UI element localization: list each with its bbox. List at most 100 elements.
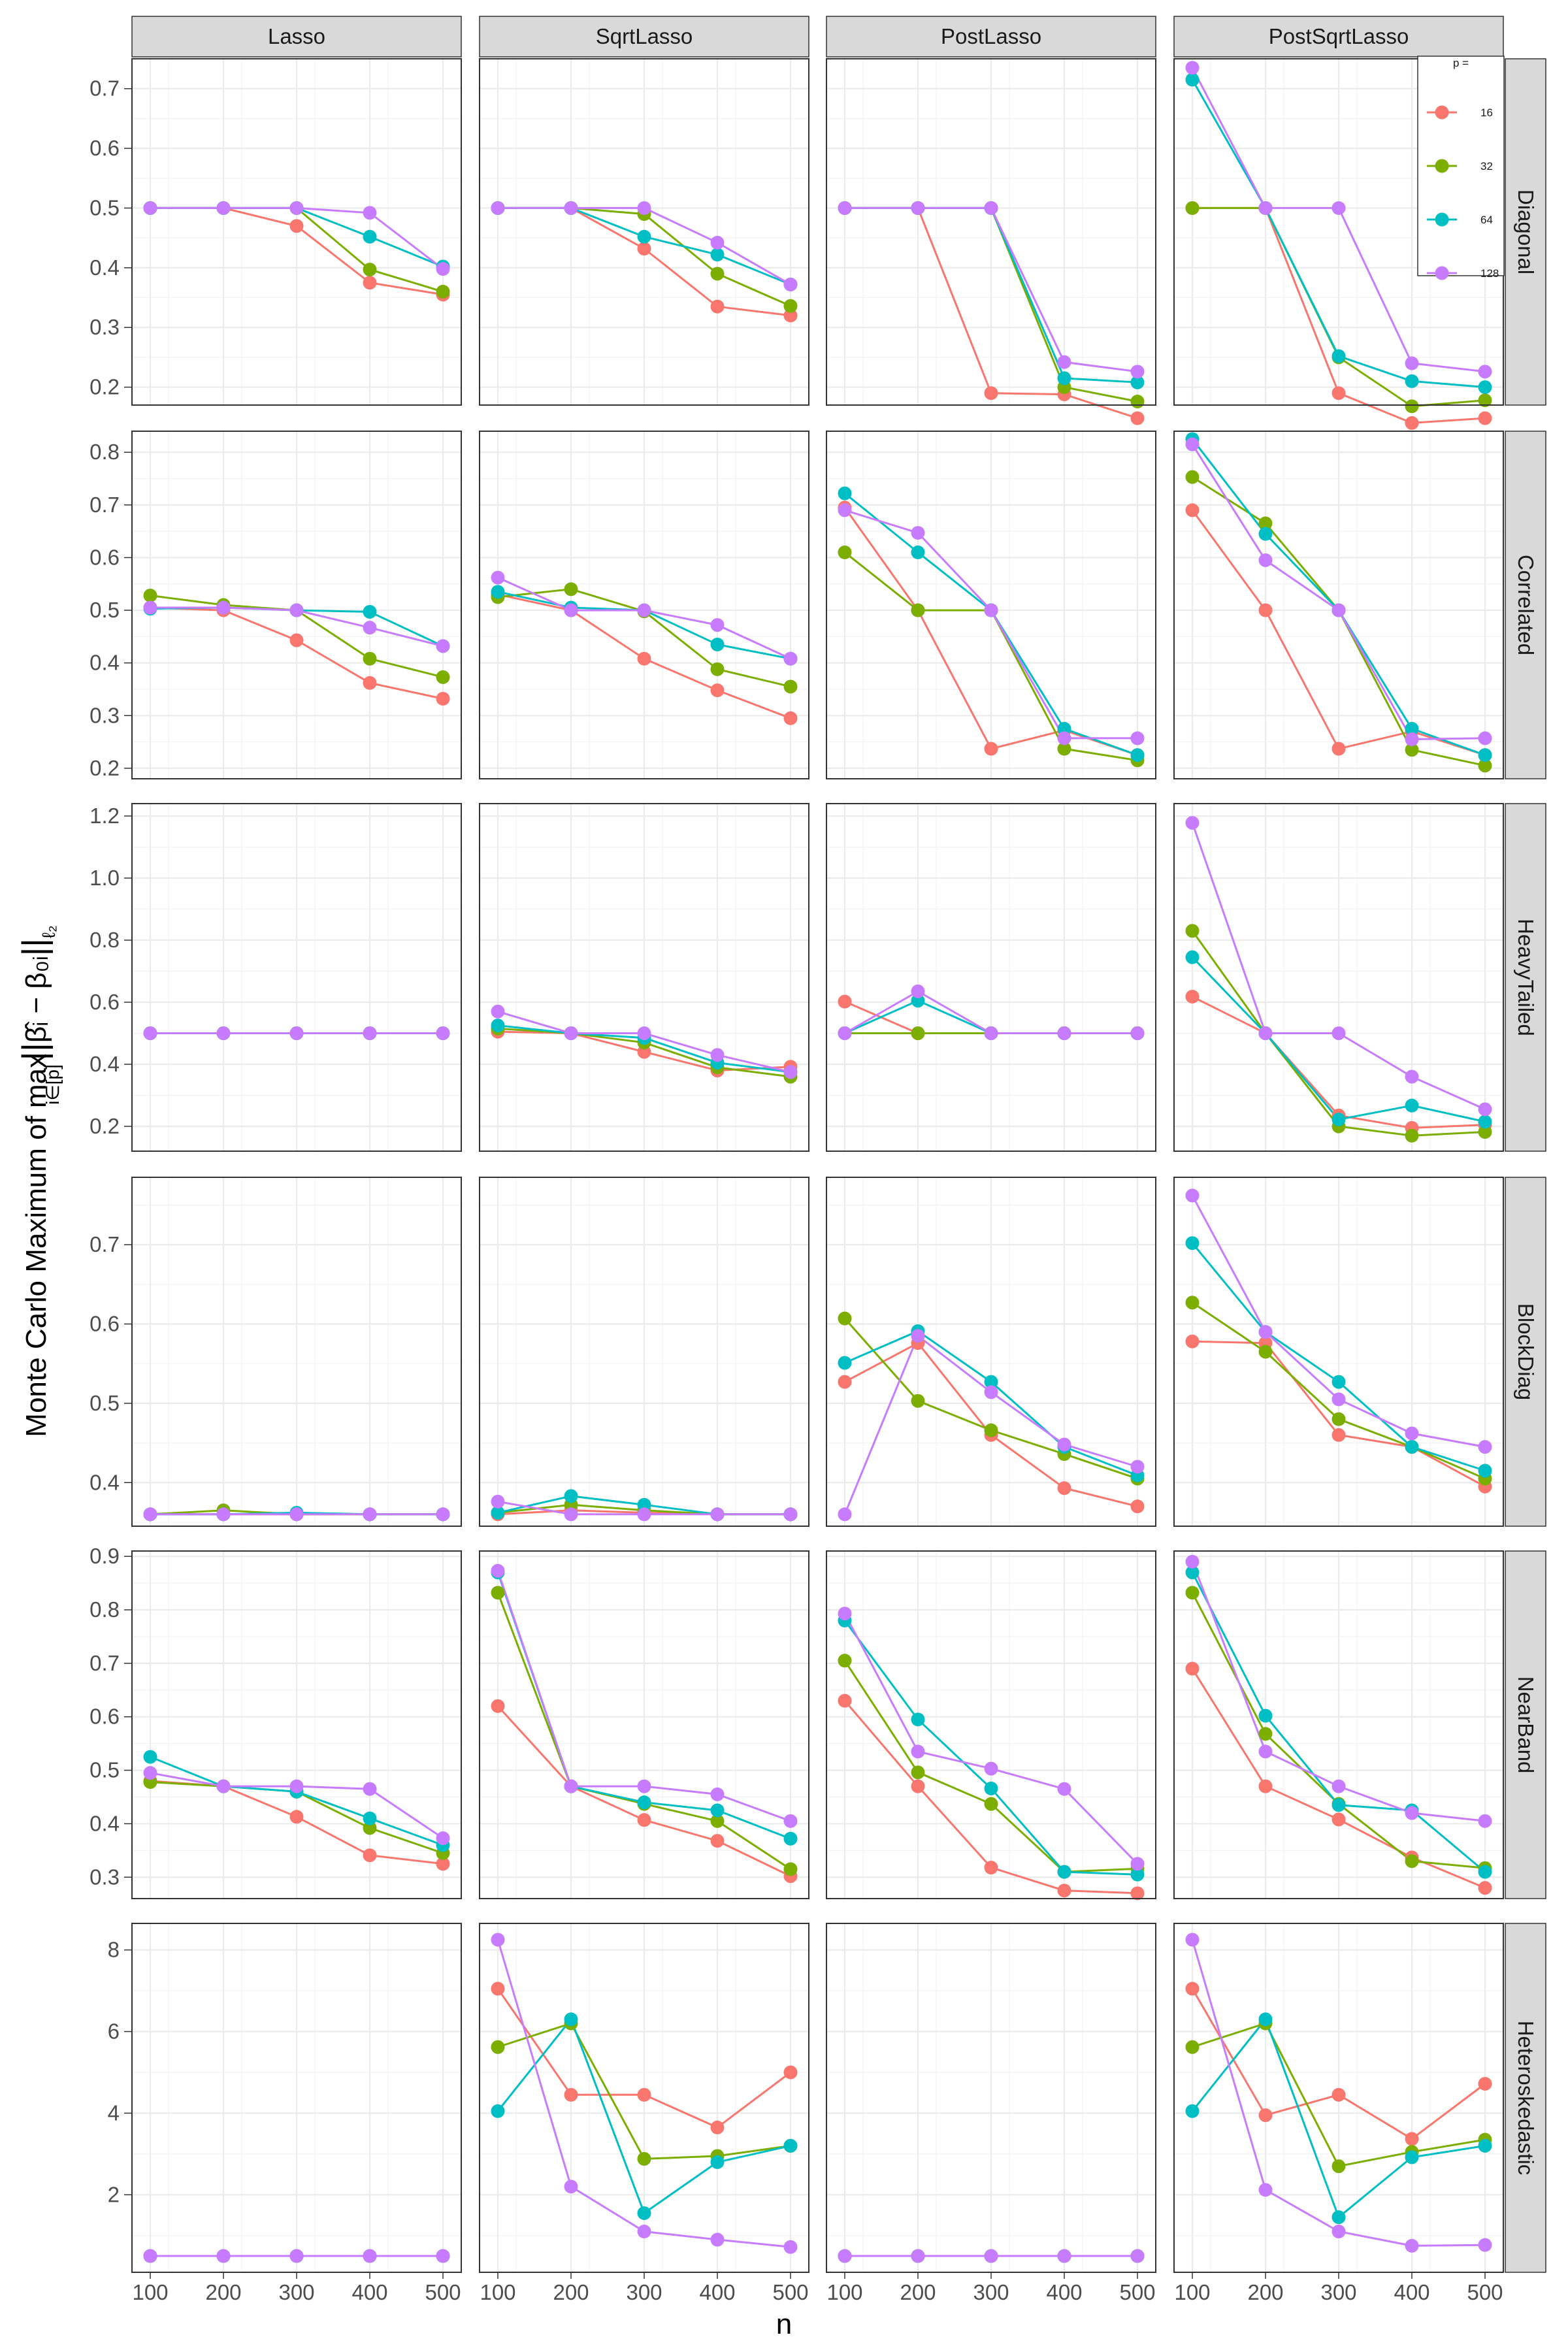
data-point-p-128: [564, 1779, 578, 1793]
data-point-p-32: [710, 267, 725, 281]
data-point-p-128: [710, 618, 725, 632]
panel-border: [826, 1177, 1156, 1527]
data-point-p-128: [783, 1065, 798, 1079]
data-point-p-128: [289, 201, 304, 215]
panel-border: [826, 431, 1156, 779]
panel: [826, 1550, 1156, 1901]
data-point-p-64: [1331, 2210, 1346, 2225]
data-point-p-16: [838, 994, 852, 1009]
panel-border: [479, 1550, 809, 1899]
data-point-p-128: [491, 1563, 505, 1578]
data-point-p-128: [1258, 1325, 1273, 1339]
y-tick-label: 0.7: [90, 76, 120, 101]
data-point-p-128: [1057, 1026, 1071, 1040]
panel: [131, 431, 462, 779]
data-point-p-16: [363, 1848, 377, 1863]
row-strip: [1505, 1177, 1546, 1527]
legend-swatch: [1435, 159, 1449, 173]
y-tick-label: 0.6: [90, 1312, 120, 1336]
data-point-p-128: [289, 2249, 304, 2263]
data-point-p-64: [1185, 1236, 1200, 1250]
data-point-p-16: [491, 1699, 505, 1713]
data-point-p-16: [1331, 1812, 1346, 1827]
data-point-p-16: [1185, 503, 1200, 517]
y-tick-label: 0.6: [90, 545, 120, 569]
data-point-p-128: [436, 1831, 450, 1846]
x-tick-label: 500: [1467, 2280, 1503, 2304]
data-point-p-128: [564, 201, 578, 215]
data-point-p-128: [1478, 1440, 1492, 1454]
data-point-p-128: [1057, 731, 1071, 745]
data-point-p-64: [491, 2104, 505, 2118]
data-point-p-64: [710, 637, 725, 651]
data-point-p-16: [783, 308, 798, 323]
data-point-p-16: [1130, 1499, 1145, 1514]
data-point-p-128: [984, 1385, 998, 1399]
data-point-p-16: [1258, 1779, 1273, 1793]
data-point-p-64: [838, 486, 852, 500]
data-point-p-32: [783, 1862, 798, 1876]
data-point-p-128: [1185, 1933, 1200, 1947]
strip-labels: Lasso SqrtLasso PostLasso PostSqrtLasso Diag…: [131, 16, 1546, 2273]
data-point-p-128: [564, 1026, 578, 1040]
data-point-p-128: [911, 984, 925, 998]
data-point-p-32: [783, 299, 798, 313]
data-point-p-128: [1405, 1070, 1419, 1084]
data-point-p-64: [911, 1712, 925, 1727]
data-point-p-128: [984, 2249, 998, 2263]
data-point-p-32: [564, 582, 578, 596]
data-point-p-128: [289, 603, 304, 617]
data-point-p-16: [783, 2065, 798, 2080]
data-point-p-32: [436, 284, 450, 299]
panel-border: [131, 1177, 462, 1527]
data-point-p-64: [143, 1750, 157, 1764]
row-strip: [1505, 803, 1546, 1152]
data-point-p-128: [637, 201, 651, 215]
panel-border: [131, 431, 462, 779]
data-point-p-128: [491, 1004, 505, 1019]
data-point-p-64: [1185, 1565, 1200, 1580]
data-point-p-128: [911, 526, 925, 540]
y-tick-label: 0.5: [90, 195, 120, 220]
panel: [131, 1923, 462, 2273]
data-point-p-128: [1130, 365, 1145, 379]
data-point-p-128: [1405, 1806, 1419, 1820]
data-point-p-128: [783, 651, 798, 666]
y-tick-label: 0.6: [90, 990, 120, 1014]
data-point-p-128: [637, 603, 651, 617]
panel-border: [479, 431, 809, 779]
data-point-p-16: [1057, 1884, 1071, 1898]
data-point-p-64: [564, 2012, 578, 2027]
y-tick-label: 8: [108, 1938, 120, 1962]
y-tick-label: 0.8: [90, 1597, 120, 1622]
data-point-p-128: [143, 1766, 157, 1780]
data-point-p-128: [838, 503, 852, 517]
data-point-p-16: [1331, 1428, 1346, 1442]
y-tick-label: 0.5: [90, 1391, 120, 1415]
data-point-p-128: [637, 1779, 651, 1793]
legend: p = 16 32 64 128: [1417, 56, 1505, 280]
legend-label: 128: [1480, 267, 1499, 280]
data-point-p-128: [1130, 2249, 1145, 2263]
row-strip-label: NearBand: [1514, 1676, 1538, 1774]
data-point-p-16: [491, 1982, 505, 1996]
data-point-p-64: [984, 1781, 998, 1795]
row-strip-label: Correlated: [1514, 555, 1538, 655]
data-point-p-128: [216, 1507, 231, 1522]
data-point-p-128: [1258, 553, 1273, 567]
panel: [479, 803, 809, 1152]
panel-border: [826, 803, 1156, 1152]
legend-swatch: [1435, 266, 1449, 280]
data-point-p-16: [1057, 1481, 1071, 1495]
y-tick-label: 0.4: [90, 651, 120, 675]
data-point-p-128: [1057, 1437, 1071, 1452]
data-point-p-32: [1258, 1727, 1273, 1741]
data-point-p-32: [1478, 393, 1492, 408]
data-point-p-64: [710, 1803, 725, 1818]
data-point-p-64: [1405, 1440, 1419, 1454]
data-point-p-128: [143, 1026, 157, 1040]
data-point-p-64: [1258, 2012, 1273, 2027]
data-point-p-64: [1057, 721, 1071, 736]
data-point-p-32: [984, 1423, 998, 1437]
x-tick-label: 500: [425, 2280, 461, 2304]
